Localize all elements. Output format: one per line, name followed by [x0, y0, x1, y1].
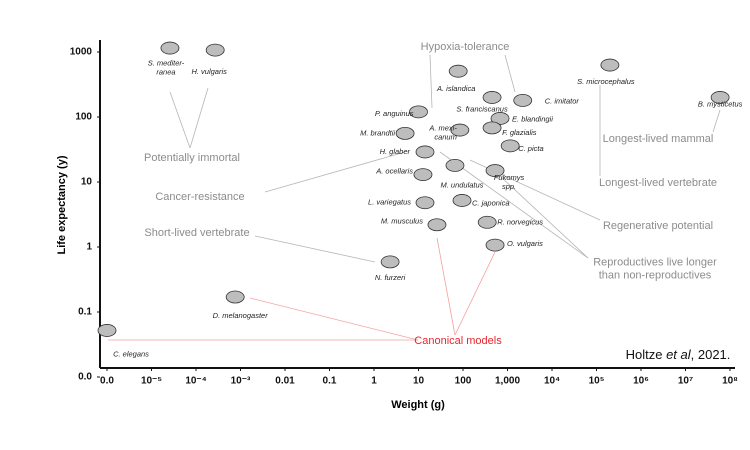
species-label-line: canum — [434, 133, 457, 142]
species-label-line: S. mediter- — [148, 59, 185, 68]
organism-icon — [485, 238, 505, 252]
y-tick-label: 1 — [86, 242, 92, 253]
y-tick-label: 10 — [81, 177, 93, 188]
x-tick-label: 100 — [455, 376, 472, 387]
x-tick-label: 10⁸ — [722, 376, 738, 387]
organism-icon — [710, 91, 730, 104]
species-label: S. microcephalus — [577, 77, 635, 86]
annotation-line: than non-reproductives — [599, 270, 712, 282]
organism-icon — [415, 196, 435, 210]
annotation: Longest-lived vertebrate — [599, 177, 717, 189]
species-label: M. brandtii — [360, 128, 395, 137]
x-tick-label: 0.1 — [323, 376, 337, 387]
organism-icon — [600, 58, 620, 72]
organism-icon — [225, 290, 245, 304]
organism-icon — [450, 123, 470, 137]
x-tick-label: 10⁻⁴ — [185, 376, 206, 387]
x-tick-label: 0.0 — [100, 376, 114, 387]
species-label: O. vulgaris — [507, 239, 543, 248]
species-label: S. franciscanus — [456, 104, 508, 113]
annotation: Longest-lived mammal — [603, 133, 714, 145]
organism-icon — [413, 168, 433, 181]
species-label: H. vulgaris — [191, 67, 227, 76]
species-label: C. japonica — [472, 198, 510, 207]
species-label: R. norvegicus — [497, 217, 543, 226]
organism-icon — [445, 159, 465, 172]
y-tick-label: 100 — [75, 112, 92, 123]
y-axis-title: Life expectancy (y) — [56, 155, 68, 254]
x-tick-label: 10⁻⁵ — [141, 376, 162, 387]
x-tick-label: 10⁴ — [544, 376, 560, 387]
organism-icon — [482, 121, 502, 135]
species-label: Fukomys spp. — [494, 173, 525, 191]
annotation: Potentially immortal — [144, 152, 240, 164]
organism-icon — [97, 324, 117, 337]
species-label: M. musculus — [381, 217, 423, 226]
annotation: Hypoxia-tolerance — [421, 41, 510, 53]
organism-icon — [415, 145, 435, 159]
species-label: C. elegans — [113, 349, 149, 358]
x-tick-label: 1,000 — [495, 376, 520, 387]
organism-icon — [160, 41, 180, 55]
organism-icon — [409, 105, 428, 119]
species-label: C. picta — [518, 144, 543, 153]
organism-icon — [427, 218, 447, 232]
species-label-line: A. mexi- — [428, 124, 457, 133]
organism-icon — [205, 43, 225, 57]
x-tick-label: 10⁷ — [678, 376, 693, 387]
annotation: Canonical models — [414, 335, 502, 347]
citation-etal: et al — [666, 347, 692, 362]
x-tick-label: 10⁶ — [633, 376, 649, 387]
species-label: C. imitator — [545, 96, 580, 105]
species-label: B. mysticetus — [698, 99, 743, 108]
species-label: S. mediter-ranea — [148, 59, 185, 77]
organism-icon — [513, 94, 533, 107]
x-tick-label: 0.01 — [275, 376, 295, 387]
x-tick-label: 10⁻³ — [231, 376, 251, 387]
x-tick-label: 10⁵ — [589, 376, 605, 387]
organism-icon — [380, 255, 400, 269]
species-label: N. furzeri — [375, 273, 406, 282]
organism-icon — [395, 126, 415, 140]
x-axis-title: Weight (g) — [391, 399, 445, 411]
organism-icon — [452, 194, 472, 207]
citation-year: , 2021. — [691, 347, 731, 362]
y-tick-label: 0.1 — [78, 307, 92, 318]
species-label: A. ocellaris — [375, 167, 413, 176]
x-tick-label: 10 — [413, 376, 425, 387]
species-label: A. mexi-canum — [428, 124, 457, 142]
annotation-line: Reproductives live longer — [593, 256, 717, 268]
citation-author: Holtze — [626, 347, 666, 362]
species-label: L. variegatus — [368, 198, 411, 207]
species-label-line: Fukomys — [494, 173, 525, 182]
species-label: M. undulatus — [440, 180, 483, 189]
species-label-line: ranea — [156, 68, 175, 77]
species-label: E. blandingii — [512, 114, 553, 123]
y-tick-label: 0.0 — [78, 372, 92, 383]
species-label: F. glazialis — [502, 128, 537, 137]
species-label: H. glaber — [380, 147, 411, 156]
annotation: Short-lived vertebrate — [144, 227, 249, 239]
organism-icon — [490, 112, 510, 125]
organism-icon — [477, 215, 497, 229]
annotation: Cancer-resistance — [155, 191, 244, 203]
organism-icon — [500, 139, 520, 153]
species-label-line: spp. — [502, 182, 516, 191]
species-label: D. melanogaster — [213, 311, 269, 320]
organism-icon — [485, 164, 505, 177]
y-tick-label: 1000 — [70, 47, 93, 58]
species-label: P. anguinus — [375, 109, 414, 118]
connectors — [169, 54, 721, 263]
organism-icon — [448, 64, 468, 78]
canonical-connectors — [108, 237, 496, 341]
annotation: Regenerative potential — [603, 220, 713, 232]
x-tick-label: 1 — [371, 376, 377, 387]
organism-icon — [482, 91, 502, 104]
species-label: A. islandica — [436, 84, 475, 93]
citation: Holtze et al, 2021. — [626, 347, 731, 362]
annotation: Reproductives live longer than non-reprod… — [593, 256, 717, 281]
